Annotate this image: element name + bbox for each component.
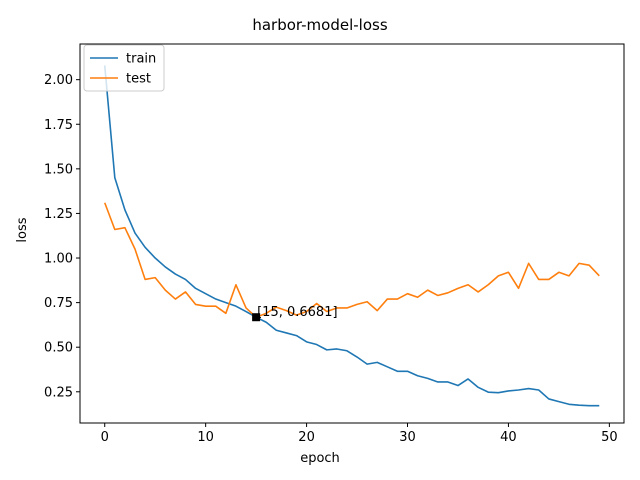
y-tick-label: 1.50 <box>44 162 73 177</box>
annotation-label: [15, 0.6681] <box>257 305 337 320</box>
y-tick-label: 1.00 <box>44 252 73 267</box>
series-lines <box>103 65 600 407</box>
x-tick-label: 0 <box>101 430 109 445</box>
y-tick-label: 0.25 <box>44 385 73 400</box>
chart-title: harbor-model-loss <box>252 16 387 34</box>
series-line-test <box>103 202 600 319</box>
x-tick-label: 10 <box>197 430 214 445</box>
y-tick-label: 0.50 <box>44 341 73 356</box>
x-tick-label: 20 <box>298 430 315 445</box>
legend: train test <box>83 44 165 92</box>
series-line-train <box>103 65 600 407</box>
legend-label-train: train <box>126 52 156 67</box>
legend-box <box>83 44 165 92</box>
annotation: [15, 0.6681] <box>252 305 338 322</box>
legend-label-test: test <box>126 72 151 87</box>
x-tick-label: 40 <box>500 430 517 445</box>
x-axis-label: epoch <box>300 451 340 466</box>
y-tick-label: 1.25 <box>44 207 73 222</box>
y-tick-label: 0.75 <box>44 296 73 311</box>
x-tick-label: 50 <box>601 430 618 445</box>
y-tick-label: 1.75 <box>44 118 73 133</box>
y-tick-label: 2.00 <box>44 73 73 88</box>
y-axis-ticks: 0.25 0.50 0.75 1.00 1.25 1.50 1.75 2.00 <box>44 73 80 400</box>
axes-frame <box>79 43 625 424</box>
x-tick-label: 30 <box>399 430 416 445</box>
x-axis-ticks: 0 10 20 30 40 50 <box>101 423 618 445</box>
annotation-marker <box>252 313 261 322</box>
y-axis-label: loss <box>15 217 30 242</box>
